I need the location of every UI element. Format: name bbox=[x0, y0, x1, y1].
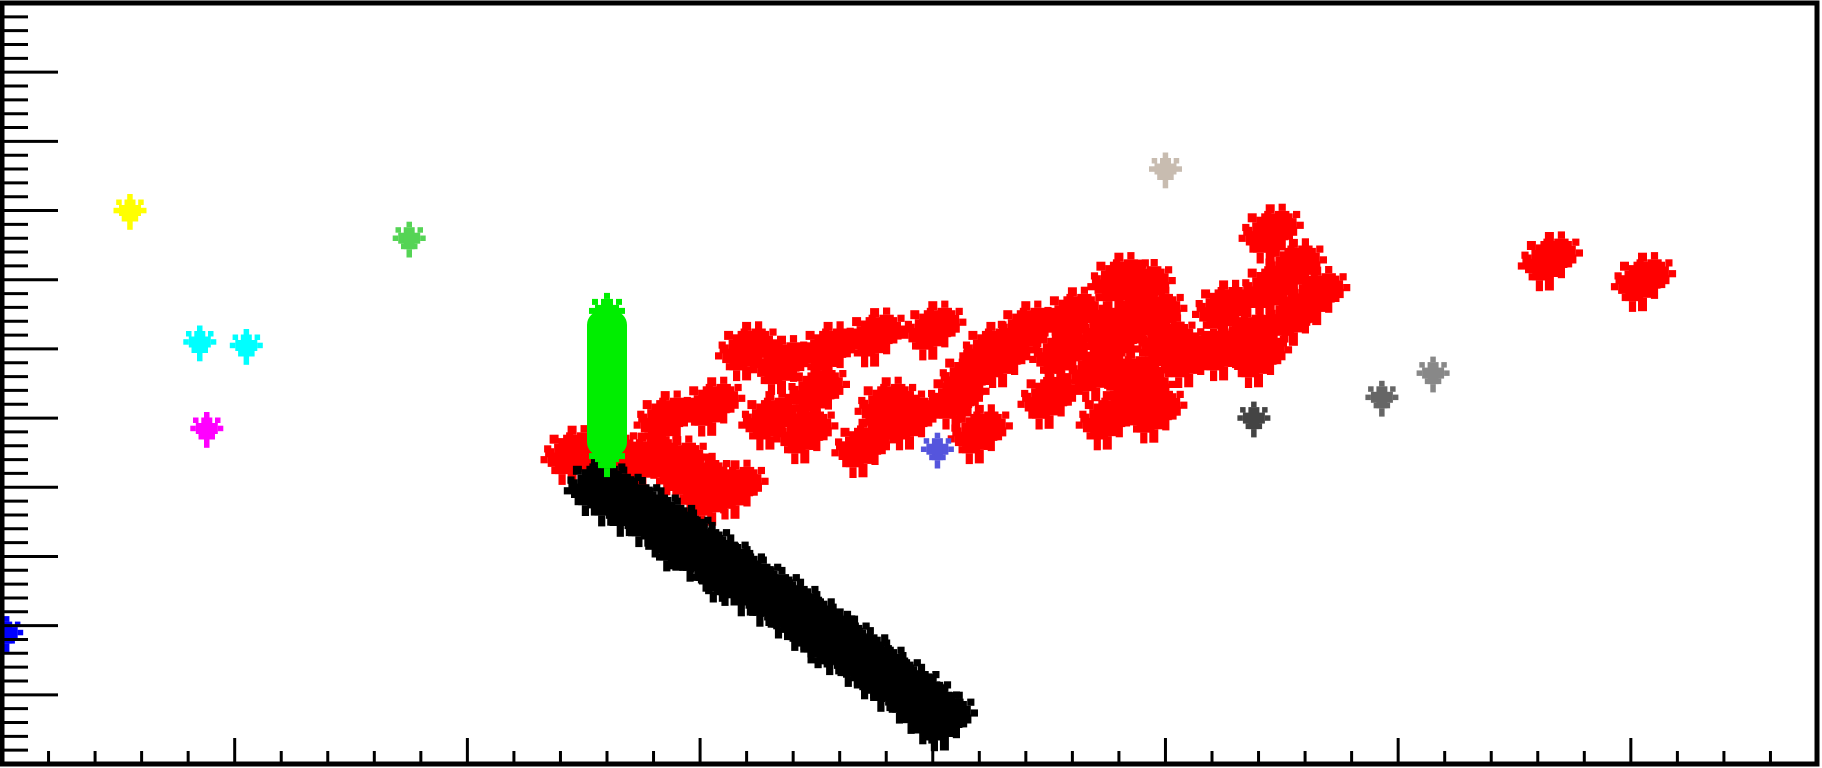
series-11 bbox=[1365, 380, 1399, 417]
series-4 bbox=[183, 325, 263, 365]
point-0-44 bbox=[1261, 238, 1327, 299]
series-1 bbox=[563, 456, 978, 752]
point-1-12 bbox=[617, 487, 683, 548]
point-1-21 bbox=[912, 691, 978, 752]
point-0-20 bbox=[947, 404, 1013, 465]
point-2-1 bbox=[589, 400, 625, 440]
series-3 bbox=[113, 194, 147, 230]
point-0-34 bbox=[1110, 259, 1176, 319]
point-4-1 bbox=[229, 329, 263, 365]
point-1-22 bbox=[691, 542, 757, 603]
point-6-0 bbox=[392, 221, 426, 258]
point-0-8 bbox=[680, 376, 746, 437]
point-12-0 bbox=[1416, 356, 1450, 393]
series-2 bbox=[587, 292, 627, 478]
point-0-47 bbox=[1226, 328, 1293, 388]
point-11-0 bbox=[1365, 380, 1399, 417]
point-0-31 bbox=[1029, 324, 1095, 385]
series-5 bbox=[190, 412, 224, 448]
point-8-0 bbox=[920, 432, 954, 469]
point-0-29 bbox=[773, 404, 839, 465]
point-0-51 bbox=[1610, 252, 1677, 312]
point-0-49 bbox=[1192, 321, 1258, 382]
point-1-19 bbox=[859, 652, 925, 712]
point-0-14 bbox=[831, 418, 897, 478]
point-2-2 bbox=[589, 358, 625, 398]
point-1-24 bbox=[796, 608, 862, 669]
point-0-30 bbox=[936, 349, 1002, 409]
point-3-0 bbox=[113, 194, 147, 230]
point-0-6 bbox=[703, 459, 769, 520]
series-8 bbox=[920, 432, 954, 469]
point-0-35 bbox=[1075, 300, 1141, 361]
point-1-16 bbox=[756, 578, 823, 639]
point-5-0 bbox=[190, 412, 224, 448]
point-1-11 bbox=[580, 466, 646, 527]
point-0-40 bbox=[1133, 314, 1200, 375]
series-10 bbox=[1237, 401, 1271, 438]
point-0-38 bbox=[1110, 362, 1176, 423]
point-0-7 bbox=[633, 390, 699, 451]
series-12 bbox=[1416, 356, 1450, 393]
point-2-0 bbox=[589, 438, 625, 478]
point-0-45 bbox=[1238, 203, 1304, 264]
point-0-50 bbox=[1517, 231, 1583, 292]
data-marks bbox=[0, 152, 1677, 752]
point-1-23 bbox=[645, 511, 711, 572]
point-0-23 bbox=[1017, 369, 1083, 430]
point-10-0 bbox=[1237, 401, 1271, 438]
series-9 bbox=[1149, 152, 1182, 189]
series-6 bbox=[392, 221, 426, 258]
point-0-18 bbox=[901, 300, 967, 361]
point-0-17 bbox=[877, 390, 944, 451]
point-0-10 bbox=[738, 390, 804, 451]
point-4-0 bbox=[183, 325, 217, 362]
point-0-48 bbox=[1261, 286, 1327, 347]
point-0-15 bbox=[843, 307, 909, 368]
point-2-4 bbox=[589, 292, 625, 332]
point-9-0 bbox=[1149, 152, 1182, 189]
